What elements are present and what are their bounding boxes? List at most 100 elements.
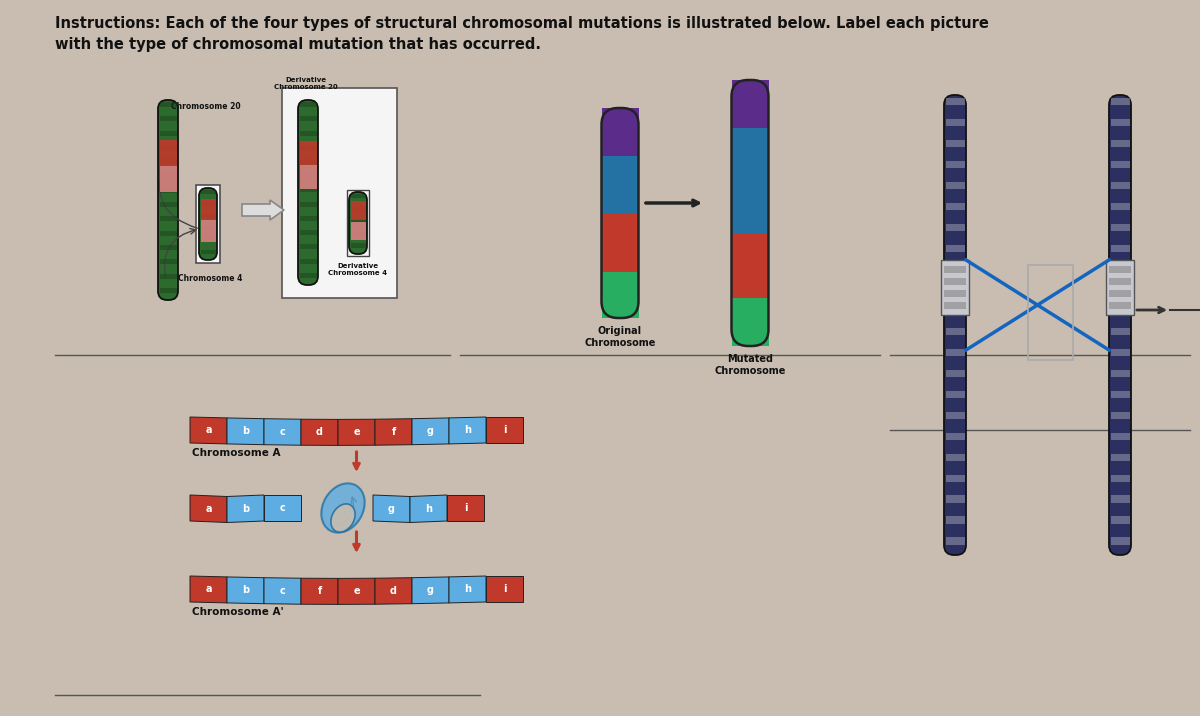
Bar [160, 117, 176, 122]
Bar [946, 266, 965, 273]
Polygon shape [449, 417, 486, 444]
Text: e: e [353, 427, 360, 437]
Bar [160, 140, 176, 166]
Bar [1109, 278, 1132, 285]
Polygon shape [190, 576, 227, 603]
Bar [282, 88, 397, 298]
Bar [946, 495, 965, 503]
Bar [944, 302, 966, 309]
Bar [1110, 98, 1129, 105]
Bar [946, 475, 965, 482]
Polygon shape [227, 418, 264, 445]
Bar [601, 108, 638, 156]
Bar [160, 245, 176, 250]
Bar [350, 222, 366, 241]
Bar [1110, 223, 1129, 231]
Bar [1110, 266, 1129, 273]
Bar [946, 244, 965, 252]
Ellipse shape [331, 504, 355, 532]
Polygon shape [412, 577, 449, 604]
Bar [946, 432, 965, 440]
Bar [601, 213, 638, 272]
Bar [300, 231, 317, 235]
Text: Chromosome A: Chromosome A [192, 448, 281, 458]
Bar [200, 199, 216, 221]
Bar [350, 206, 366, 211]
Bar [160, 274, 176, 279]
Bar [732, 128, 768, 181]
Text: Chromosome A': Chromosome A' [192, 607, 283, 617]
Text: Derivative
Chromosome 20: Derivative Chromosome 20 [274, 77, 338, 90]
Bar [350, 201, 366, 220]
Text: Instructions: Each of the four types of structural chromosomal mutations is illu: Instructions: Each of the four types of … [55, 16, 989, 52]
Bar [1110, 307, 1129, 314]
Bar [732, 298, 768, 346]
Bar [1110, 182, 1129, 189]
Bar [160, 202, 176, 207]
Bar [1110, 349, 1129, 357]
Bar [300, 130, 317, 135]
Bar [160, 188, 176, 193]
Text: h: h [425, 504, 432, 514]
Polygon shape [264, 495, 301, 521]
FancyBboxPatch shape [1109, 95, 1132, 555]
Bar [1110, 537, 1129, 545]
Text: i: i [463, 503, 467, 513]
Bar [160, 288, 176, 293]
Polygon shape [446, 495, 484, 521]
Bar [946, 98, 965, 105]
Polygon shape [412, 418, 449, 445]
Text: h: h [464, 425, 470, 435]
Text: c: c [280, 586, 286, 596]
Bar [160, 259, 176, 264]
Text: Chromosome 4: Chromosome 4 [178, 274, 242, 283]
FancyBboxPatch shape [349, 192, 367, 254]
Text: a: a [205, 425, 211, 435]
Bar [946, 537, 965, 545]
Bar [160, 159, 176, 164]
FancyBboxPatch shape [158, 100, 178, 300]
Bar [944, 278, 966, 285]
Bar [946, 307, 965, 314]
Bar [946, 203, 965, 210]
Bar [1110, 516, 1129, 523]
Text: i: i [503, 584, 506, 594]
Text: Chromosome 20: Chromosome 20 [172, 102, 241, 111]
Bar [196, 185, 220, 263]
Bar [1110, 140, 1129, 147]
Bar [300, 117, 317, 121]
Polygon shape [374, 578, 412, 604]
Text: i: i [503, 425, 506, 435]
Bar [601, 156, 638, 213]
Polygon shape [449, 576, 486, 603]
Bar [1110, 391, 1129, 398]
Text: a: a [205, 504, 211, 514]
Text: g: g [427, 426, 434, 436]
Polygon shape [486, 576, 523, 602]
Polygon shape [242, 200, 284, 220]
Bar [300, 159, 317, 164]
Bar [1110, 495, 1129, 503]
Bar [1110, 203, 1129, 210]
Text: d: d [390, 586, 397, 596]
Bar [732, 181, 768, 234]
Bar [1110, 412, 1129, 419]
Bar [944, 290, 966, 297]
Bar [601, 272, 638, 318]
Text: h: h [464, 584, 470, 594]
Text: e: e [353, 586, 360, 596]
Ellipse shape [322, 483, 365, 533]
Bar [347, 190, 370, 256]
FancyBboxPatch shape [199, 188, 217, 260]
Bar [300, 173, 317, 178]
Bar [300, 141, 317, 165]
FancyBboxPatch shape [298, 100, 318, 285]
Polygon shape [227, 577, 264, 604]
Bar [160, 102, 176, 107]
Text: c: c [280, 427, 286, 437]
Bar [160, 173, 176, 178]
Bar [946, 161, 965, 168]
Bar [946, 119, 965, 126]
Bar [200, 190, 216, 194]
Bar [200, 202, 216, 206]
